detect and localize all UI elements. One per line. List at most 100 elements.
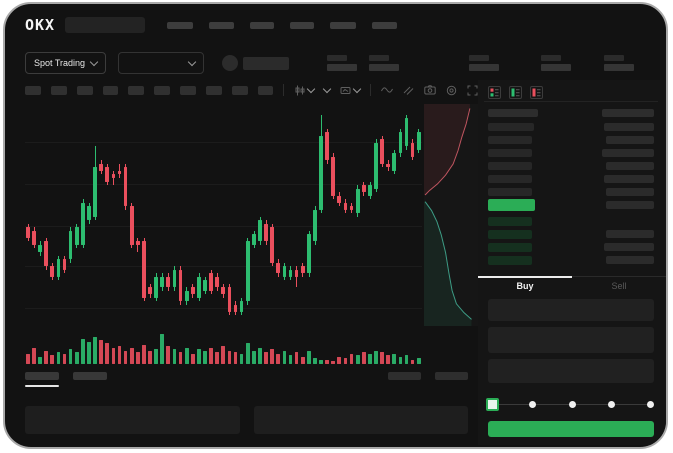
slider-stop[interactable] — [568, 400, 576, 408]
ask-row[interactable] — [488, 160, 654, 173]
search-input[interactable] — [65, 17, 146, 33]
tab-buy[interactable]: Buy — [516, 280, 534, 291]
candle-body — [227, 287, 232, 312]
volume-bar — [337, 356, 342, 364]
market-type-selector[interactable]: Spot Trading — [25, 52, 107, 74]
slider-stop[interactable] — [647, 400, 654, 408]
candle-style-icon[interactable] — [294, 84, 316, 96]
candle-body — [319, 135, 323, 210]
timeframe-button-placeholder[interactable] — [76, 85, 93, 95]
bottom-action-placeholder[interactable] — [388, 372, 421, 380]
slider-stop[interactable] — [529, 400, 537, 408]
ask-row[interactable] — [488, 173, 654, 186]
gridline — [25, 308, 422, 310]
volume-bar — [251, 350, 256, 364]
ask-row[interactable] — [488, 121, 654, 134]
nav-item-placeholder[interactable] — [250, 21, 275, 29]
timeframe-button-placeholder[interactable] — [154, 85, 171, 95]
divider — [484, 100, 658, 102]
volume-bar — [44, 350, 49, 364]
chart-type-dropdown[interactable] — [322, 84, 332, 94]
amount-slider[interactable] — [486, 397, 654, 411]
top-navigation: OKX — [5, 4, 666, 46]
bid-row[interactable] — [488, 228, 654, 241]
candle-body — [404, 118, 409, 147]
candle-body — [74, 227, 79, 245]
candle-wick — [137, 237, 139, 252]
nav-item-placeholder[interactable] — [330, 21, 357, 29]
pair-selector[interactable] — [118, 52, 205, 74]
line-tool-icon[interactable] — [380, 86, 393, 94]
bid-row[interactable] — [488, 241, 654, 254]
candle-body — [410, 142, 415, 157]
settings-icon[interactable] — [446, 85, 457, 96]
toolbar-divider — [370, 84, 371, 96]
slider-handle[interactable] — [486, 397, 499, 411]
tab-sell[interactable]: Sell — [611, 280, 627, 291]
amount-input[interactable] — [488, 327, 654, 353]
total-input[interactable] — [488, 359, 654, 383]
market-bar: Spot Trading — [5, 46, 666, 80]
volume-bar — [282, 350, 287, 364]
candle-body — [251, 234, 256, 245]
last-price-row[interactable] — [488, 198, 654, 211]
candle-body — [148, 287, 152, 295]
timeframe-button-placeholder[interactable] — [50, 85, 67, 95]
bid-row[interactable] — [488, 254, 654, 267]
volume-bar — [135, 352, 140, 364]
bid-rows — [488, 215, 654, 267]
trade-tabs: Buy Sell — [478, 275, 666, 295]
bottom-tab-placeholder[interactable] — [73, 372, 107, 387]
buy-submit-button[interactable] — [488, 421, 654, 437]
volume-bar — [117, 346, 122, 364]
bottom-tab-placeholder[interactable] — [25, 372, 59, 387]
candle-body — [111, 174, 116, 178]
book-both-icon[interactable] — [488, 85, 501, 99]
book-bids-icon[interactable] — [509, 85, 522, 99]
amount-bar-placeholder — [606, 256, 654, 265]
fullscreen-icon[interactable] — [467, 85, 478, 96]
candle-body — [398, 132, 403, 154]
nav-item-placeholder[interactable] — [372, 21, 398, 29]
price-input[interactable] — [488, 299, 654, 321]
nav-item-placeholder[interactable] — [290, 21, 315, 29]
candle-body — [117, 170, 122, 175]
candle-body — [355, 188, 360, 214]
timeframe-button-placeholder[interactable] — [205, 85, 222, 95]
book-asks-icon[interactable] — [530, 85, 543, 99]
volume-bar — [410, 360, 415, 364]
volume-bar — [197, 349, 201, 364]
candle-body — [80, 202, 85, 245]
timeframe-button-placeholder[interactable] — [257, 85, 274, 95]
compare-icon[interactable] — [403, 85, 414, 96]
ask-row[interactable] — [488, 134, 654, 147]
timeframe-button-placeholder[interactable] — [128, 85, 145, 95]
bid-row[interactable] — [488, 215, 654, 228]
nav-item-placeholder[interactable] — [209, 21, 235, 29]
timeframe-button-placeholder[interactable] — [25, 85, 41, 95]
price-chart[interactable] — [25, 104, 422, 326]
ask-row[interactable] — [488, 186, 654, 199]
candle-body — [87, 206, 91, 221]
volume-bar — [404, 355, 409, 364]
ask-row[interactable] — [488, 147, 654, 160]
chevron-down-icon — [187, 57, 197, 67]
timeframe-button-placeholder[interactable] — [102, 85, 119, 95]
indicator-icon[interactable] — [340, 84, 362, 96]
timeframe-button-placeholder[interactable] — [231, 85, 248, 95]
volume-bar — [361, 352, 366, 364]
history-panel-placeholder — [253, 406, 468, 434]
candle-body — [203, 280, 207, 291]
timeframe-button-placeholder[interactable] — [180, 85, 196, 95]
chevron-down-icon — [352, 84, 362, 94]
volume-bar — [343, 358, 348, 364]
volume-bar — [190, 353, 195, 364]
candle-body — [245, 241, 250, 302]
camera-icon[interactable] — [424, 85, 436, 95]
bottom-tabs — [25, 364, 468, 400]
candle-body — [38, 244, 42, 252]
bottom-action-placeholder[interactable] — [435, 372, 468, 380]
candle-body — [270, 227, 274, 263]
slider-stop[interactable] — [607, 400, 615, 408]
nav-item-placeholder[interactable] — [167, 21, 194, 29]
